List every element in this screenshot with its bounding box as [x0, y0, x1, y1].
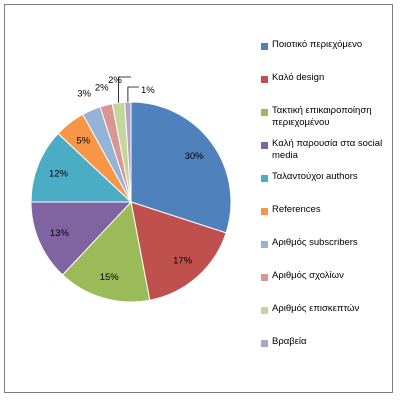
legend-swatch: [261, 175, 268, 182]
legend-item: Ταλαντούχοι authors: [261, 171, 393, 204]
legend-item: Καλό design: [261, 72, 393, 105]
legend-label: Καλή παρουσία στα social media: [272, 138, 383, 161]
legend-swatch: [261, 109, 268, 116]
data-label: 17%: [173, 256, 193, 267]
legend-item: References: [261, 204, 393, 237]
data-label: 12%: [49, 168, 69, 179]
legend-label: Βραβεία: [272, 336, 307, 347]
pie-chart: 30% 17% 15% 13% 12% 5% 3% 2%2% 1%: [30, 75, 232, 303]
data-label: 15%: [100, 272, 120, 283]
legend-swatch: [261, 43, 268, 50]
pie-slice: [30, 201, 133, 276]
leader-line: [127, 86, 139, 102]
legend-label: Καλό design: [272, 72, 325, 83]
leader-lines: [118, 76, 139, 103]
legend-label: Ποιοτικό περιεχόμενο: [272, 39, 363, 50]
legend-label: Αριθμός subscribers: [272, 237, 358, 248]
legend-swatch: [261, 76, 268, 83]
legend-label: References: [272, 204, 321, 215]
legend-item: Αριθμός σχολίων: [261, 270, 393, 303]
legend-swatch: [261, 340, 268, 347]
pie-slice: [30, 132, 133, 203]
legend-item: Αριθμός επισκεπτών: [261, 303, 393, 336]
legend-swatch: [261, 142, 268, 149]
chart-area: 30% 17% 15% 13% 12% 5% 3% 2% 2% 1% Ποιοτικό περιε…: [4, 4, 393, 393]
legend-item: Βραβεία: [261, 336, 393, 369]
legend-swatch: [261, 274, 268, 281]
pie-slices: [30, 101, 232, 303]
legend-item: Ποιοτικό περιεχόμενο: [261, 39, 393, 72]
data-label: 2%: [95, 83, 109, 94]
legend-item: Τακτική επικαιροποίηση περιεχομένου: [261, 105, 393, 138]
legend-swatch: [261, 307, 268, 314]
legend-label: Ταλαντούχοι authors: [272, 171, 358, 182]
legend-swatch: [261, 241, 268, 248]
data-label: 13%: [50, 228, 70, 239]
data-labels: 30% 17% 15% 13% 12% 5% 3% 2%2% 1%: [49, 75, 204, 283]
leader-line: [118, 76, 131, 103]
pie-slice: [124, 101, 132, 203]
legend-item: Καλή παρουσία στα social media: [261, 138, 393, 171]
pie-slice: [130, 101, 232, 234]
legend: Ποιοτικό περιεχόμενο Καλό design Τακτική ε…: [261, 39, 393, 369]
pie-slice: [130, 201, 227, 301]
pie-slice: [61, 200, 151, 303]
data-label: 30%: [185, 151, 205, 162]
legend-label: Αριθμός σχολίων: [272, 270, 344, 281]
data-label: 2%: [108, 75, 122, 86]
legend-label: Τακτική επικαιροποίηση περιεχομένου: [272, 105, 372, 128]
data-label: 3%: [77, 89, 91, 100]
legend-swatch: [261, 208, 268, 215]
legend-item: Αριθμός subscribers: [261, 237, 393, 270]
data-label: 5%: [76, 135, 90, 146]
legend-label: Αριθμός επισκεπτών: [272, 303, 360, 314]
data-label: 1%: [141, 85, 155, 96]
